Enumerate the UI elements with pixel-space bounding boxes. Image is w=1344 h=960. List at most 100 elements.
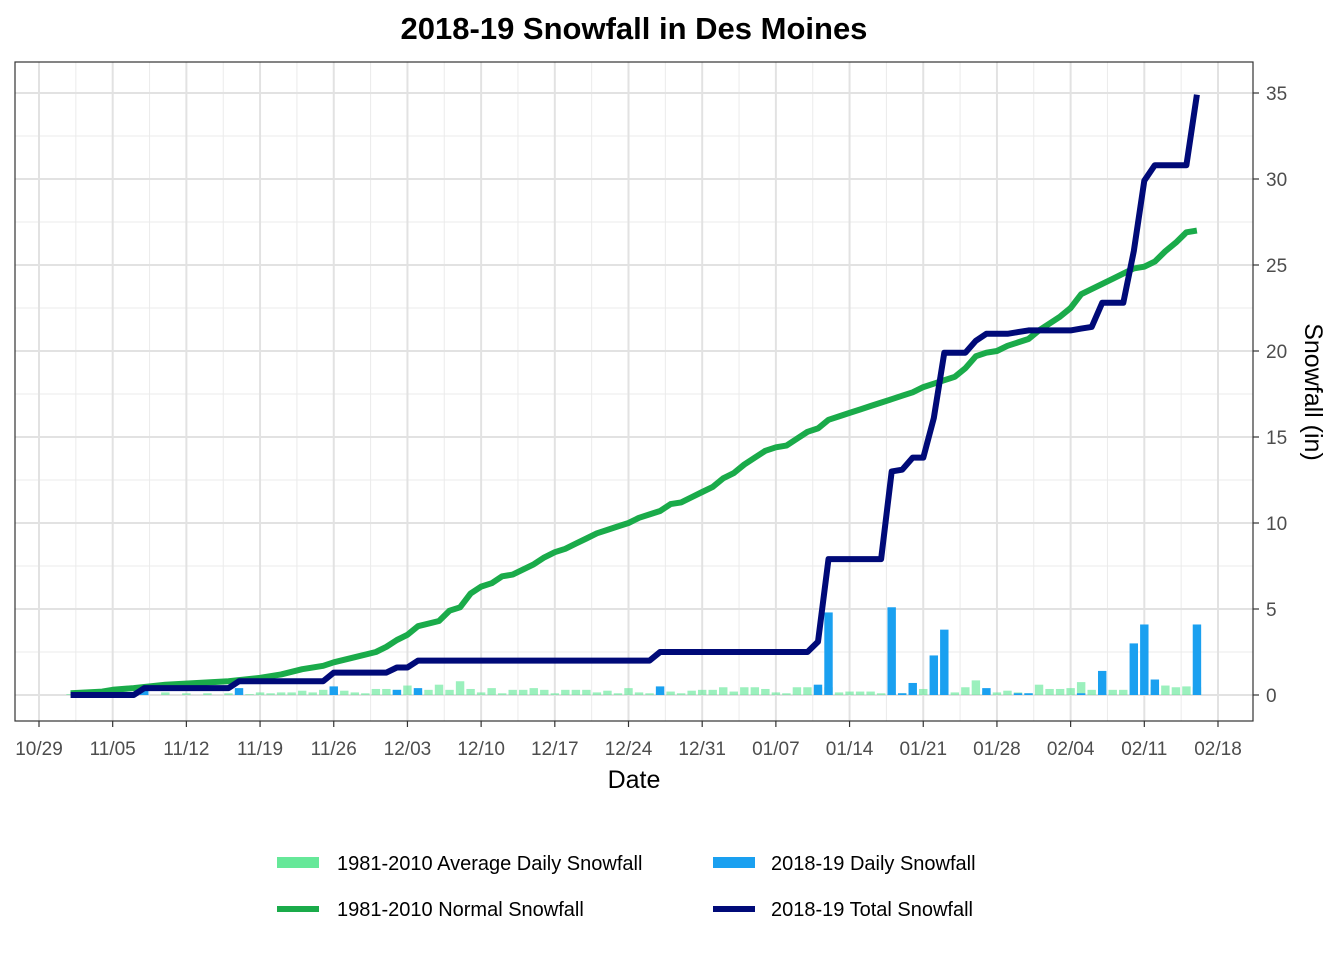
daily-bar (182, 693, 191, 695)
daily-bar (919, 688, 928, 695)
x-tick-label: 12/10 (457, 739, 505, 760)
daily-bar (382, 688, 391, 695)
daily-bar (1034, 684, 1044, 695)
daily-bar (403, 685, 412, 695)
daily-bar (992, 692, 1002, 695)
daily-bar (761, 688, 770, 695)
daily-bar (529, 688, 538, 695)
daily-snowfall-bars (140, 607, 1202, 695)
x-tick-label: 12/03 (384, 739, 432, 760)
legend-key-swatch (277, 857, 319, 868)
chart-title: 2018-19 Snowfall in Des Moines (401, 11, 868, 46)
x-tick-label: 01/14 (826, 739, 874, 760)
daily-bar (1087, 689, 1096, 695)
daily-bar (834, 692, 844, 695)
daily-bar (245, 694, 254, 695)
daily-bar (645, 693, 654, 695)
x-tick-label: 02/18 (1194, 739, 1242, 760)
daily-bar (940, 629, 949, 695)
daily-bar (1161, 685, 1170, 695)
daily-bar (234, 688, 244, 695)
daily-bar (445, 689, 454, 695)
daily-bar (887, 607, 896, 695)
daily-bar (961, 687, 970, 695)
y-tick-label: 10 (1266, 514, 1287, 535)
daily-bar (740, 687, 749, 695)
daily-bar (203, 693, 212, 695)
daily-bar (1097, 670, 1107, 695)
x-tick-label: 11/05 (90, 739, 136, 760)
daily-bar (1129, 643, 1138, 695)
daily-bar (876, 693, 886, 695)
x-tick-label: 02/04 (1047, 739, 1095, 760)
daily-bar (866, 691, 875, 695)
plot-panel (14, 61, 1254, 722)
daily-bar (329, 686, 338, 695)
daily-bar (750, 687, 760, 695)
y-axis-title: Snowfall (in) (1299, 323, 1327, 461)
daily-bar (392, 689, 402, 695)
daily-bar (697, 689, 707, 695)
daily-bar (497, 693, 507, 695)
daily-bar (592, 692, 602, 695)
daily-bar (771, 692, 781, 695)
daily-bar (308, 692, 317, 695)
x-tick-label: 11/19 (237, 739, 283, 760)
x-tick-label: 10/29 (15, 739, 63, 760)
daily-bar (540, 689, 549, 695)
daily-bar (1171, 687, 1181, 695)
daily-bar (1066, 688, 1075, 695)
daily-bar (455, 681, 465, 695)
daily-bar (350, 692, 360, 695)
daily-bar (792, 687, 802, 695)
daily-bar (1076, 693, 1086, 695)
legend-label: 2018-19 Total Snowfall (771, 899, 973, 921)
x-tick-label: 02/11 (1121, 739, 1167, 760)
daily-bar (971, 680, 981, 695)
legend-label: 1981-2010 Average Daily Snowfall (337, 853, 642, 875)
daily-bar (297, 690, 307, 695)
daily-bar (1076, 682, 1086, 695)
daily-bar (371, 688, 381, 695)
daily-bar (434, 684, 444, 695)
x-tick-label: 01/21 (899, 739, 947, 760)
daily-bar (487, 688, 496, 695)
y-tick-label: 25 (1266, 256, 1287, 277)
daily-bar (613, 693, 623, 695)
y-tick-label: 35 (1266, 84, 1287, 105)
daily-bar (1119, 689, 1128, 695)
daily-bar (782, 693, 791, 695)
daily-bar (582, 689, 591, 695)
panel-background (15, 62, 1253, 721)
daily-bar (813, 684, 823, 695)
y-tick-label: 0 (1266, 686, 1277, 707)
daily-bar (571, 689, 581, 695)
daily-bar (287, 692, 296, 695)
daily-bar (1013, 693, 1023, 695)
minor-gridlines (15, 62, 1253, 721)
x-tick-label: 12/17 (531, 739, 579, 760)
y-tick-label: 30 (1266, 170, 1287, 191)
daily-bar (550, 693, 560, 695)
daily-bar (634, 692, 644, 695)
y-axis: 0 5 10 15 20 25 30 35 (1253, 84, 1287, 707)
daily-bar (655, 686, 665, 695)
x-tick-label: 12/24 (605, 739, 653, 760)
daily-bar (708, 689, 717, 695)
x-tick-label: 11/26 (311, 739, 357, 760)
daily-bar (719, 687, 728, 695)
daily-bar (897, 693, 907, 695)
x-axis: 10/29 11/05 11/12 11/19 11/26 12/03 12/10 12/17… (15, 721, 1242, 760)
daily-bar (855, 691, 865, 695)
daily-bar (255, 692, 265, 695)
daily-bar (161, 692, 170, 695)
daily-bar (982, 688, 991, 695)
daily-bar (908, 682, 917, 695)
daily-bar (1192, 624, 1202, 695)
daily-bar (1108, 689, 1117, 695)
daily-bar (66, 694, 75, 695)
daily-bar (276, 692, 286, 695)
y-tick-label: 5 (1266, 600, 1277, 621)
series-line (70, 94, 1200, 698)
